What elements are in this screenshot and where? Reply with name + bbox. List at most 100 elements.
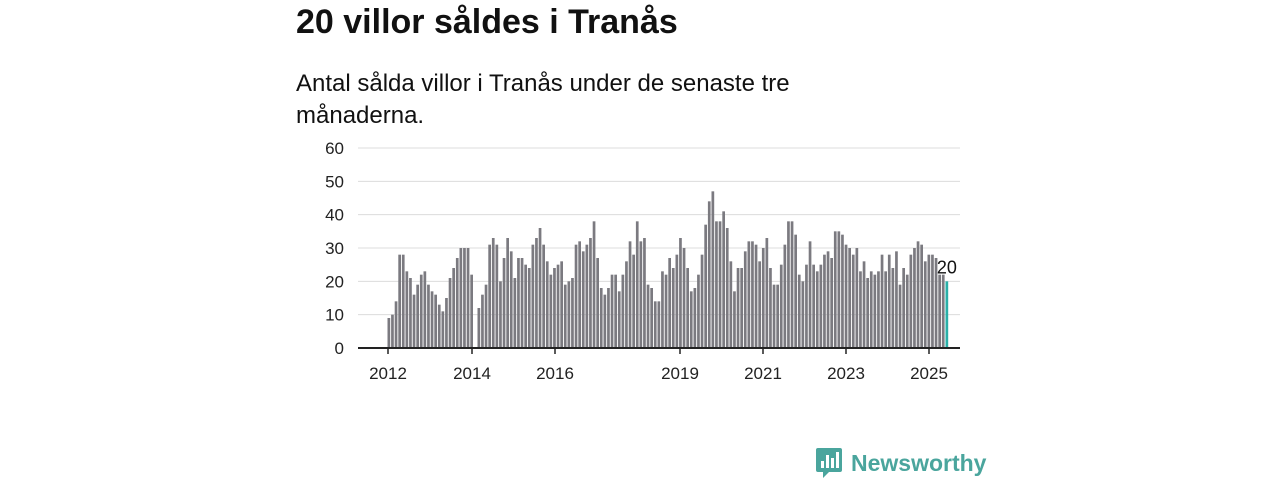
bar [855,248,859,348]
bar [844,244,848,348]
bar [484,284,488,348]
x-tick-label: 2014 [453,364,491,383]
bar [707,201,711,348]
bar [761,248,765,348]
bar [772,284,776,348]
bar [581,251,585,348]
bar [596,258,599,348]
bar [700,254,704,348]
bar [873,274,877,348]
bar [574,244,578,348]
bar [585,244,589,348]
y-tick-label: 30 [325,239,344,258]
bar [679,238,682,348]
bar [571,278,574,348]
bar [891,268,895,348]
bar [592,221,596,348]
y-tick-label: 60 [325,139,344,158]
bar [542,244,545,348]
bar [718,221,722,348]
bar [506,238,509,348]
bar [603,294,607,348]
bar [797,274,801,348]
y-axis: 0 10 20 30 40 50 60 [325,139,344,358]
bar [423,271,427,348]
bar [859,271,862,348]
bar [941,274,945,348]
y-tick-label: 40 [325,206,344,225]
bar [801,281,805,348]
bar [643,238,646,348]
bar [841,234,844,348]
bar [578,241,581,348]
bar [470,274,473,348]
bar [938,274,941,348]
bar [754,244,758,348]
x-tick-label: 2019 [661,364,699,383]
bar [531,244,535,348]
bar [916,241,920,348]
bar [769,268,772,348]
bar [862,261,866,348]
bars [387,191,949,348]
bar [715,221,718,348]
bar [733,291,736,348]
bar [743,251,747,348]
bar [808,241,812,348]
bar [877,271,880,348]
bar [437,304,441,348]
bar [664,274,668,348]
newsworthy-wordmark: Newsworthy [851,449,987,476]
bar [783,244,787,348]
bar [657,301,661,348]
bar [509,251,513,348]
x-tick-label: 2021 [744,364,782,383]
bar [898,284,902,348]
x-tick-label: 2012 [369,364,407,383]
bar [563,284,567,348]
bar [567,281,571,348]
bar [902,268,905,348]
bar [747,241,751,348]
bar [671,268,675,348]
bar [448,278,452,348]
bar [869,271,873,348]
bar [923,261,927,348]
bar [513,278,517,348]
bar [394,301,398,348]
bar [553,268,556,348]
bar [614,274,617,348]
bar [607,288,610,348]
bar [934,258,938,348]
x-tick-label: 2025 [910,364,948,383]
bar [794,234,797,348]
chart-subtitle: Antal sålda villor i Tranås under de sen… [296,70,790,129]
bar [502,258,506,348]
bar [653,301,657,348]
bar [466,248,470,348]
bar [765,238,769,348]
bar [725,228,729,348]
bar [823,254,826,348]
bar [405,271,409,348]
bar [430,291,434,348]
bar [535,238,538,348]
y-tick-label: 20 [325,272,344,291]
bar [722,211,725,348]
bar [787,221,790,348]
bar [751,241,754,348]
newsworthy-logo-icon [816,448,842,478]
bar [851,254,855,348]
bar [499,281,502,348]
y-tick-label: 10 [325,306,344,325]
bar [545,261,549,348]
bar [913,248,916,348]
bar [589,238,592,348]
bar [815,271,819,348]
x-tick-label: 2016 [536,364,574,383]
bar [632,254,635,348]
bar [491,238,495,348]
bar [391,314,394,348]
bar [434,294,437,348]
